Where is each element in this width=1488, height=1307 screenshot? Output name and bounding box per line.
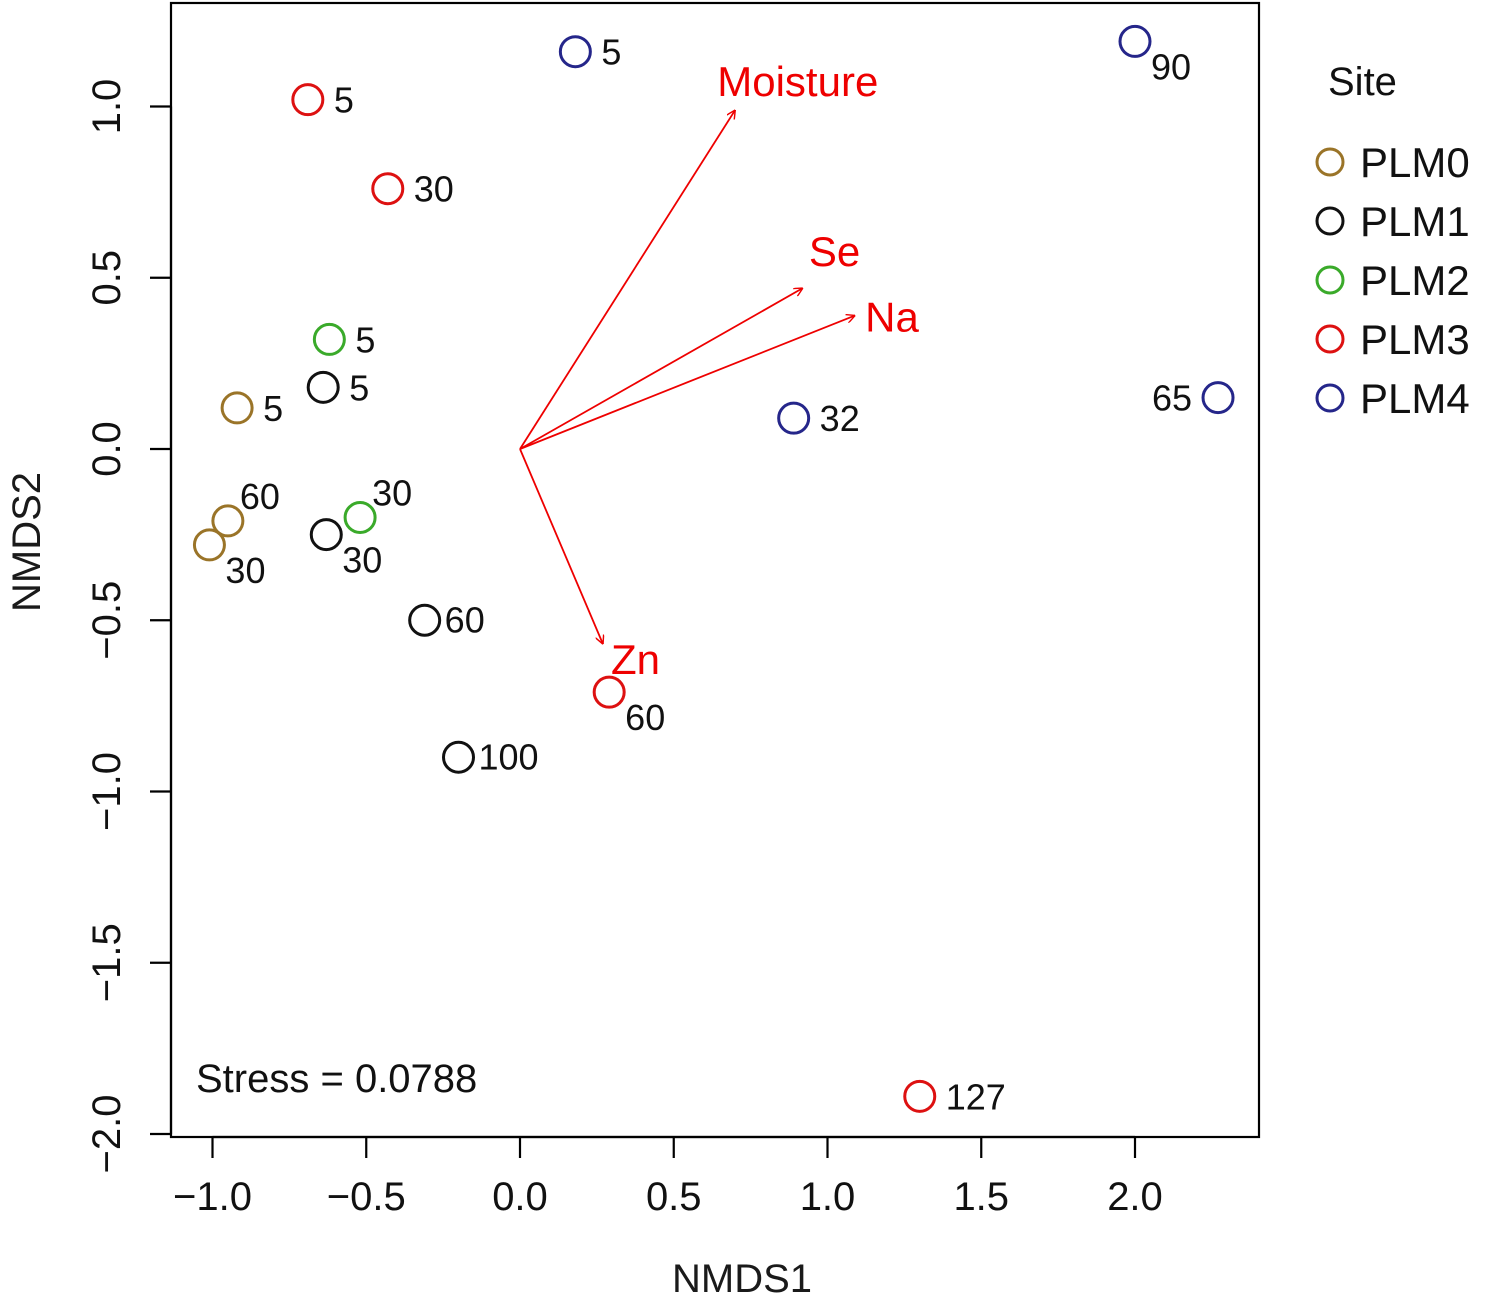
point-label: 30 xyxy=(414,169,454,210)
x-tick-label: 1.0 xyxy=(800,1175,856,1219)
point-plm0 xyxy=(220,391,254,425)
x-tick-label: 0.0 xyxy=(492,1175,548,1219)
x-axis: −1.0 −0.5 0.0 0.5 1.0 1.5 2.0 xyxy=(173,1135,1163,1219)
y-tick-label: −0.5 xyxy=(85,581,129,660)
legend-label-plm4: PLM4 xyxy=(1360,375,1470,422)
legend-label-plm3: PLM3 xyxy=(1360,316,1470,363)
legend-marker-plm3 xyxy=(1315,324,1345,354)
legend-marker-plm2 xyxy=(1315,265,1345,295)
y-tick-label: 0.0 xyxy=(85,421,129,477)
point-label: 60 xyxy=(445,599,485,640)
point-plm3 xyxy=(291,83,325,117)
point-label: 5 xyxy=(334,80,354,121)
point-plm1 xyxy=(309,518,343,552)
stress-annotation: Stress = 0.0788 xyxy=(196,1057,477,1101)
point-plm3 xyxy=(903,1079,937,1113)
point-plm3 xyxy=(371,172,405,206)
point-label: 5 xyxy=(601,32,621,73)
point-plm2 xyxy=(312,322,346,356)
vector-label-moisture: Moisture xyxy=(717,58,878,105)
legend-label-plm2: PLM2 xyxy=(1360,257,1470,304)
x-axis-label: NMDS1 xyxy=(672,1257,812,1301)
legend-marker-plm1 xyxy=(1315,206,1345,236)
legend-marker-plm4 xyxy=(1315,383,1345,413)
x-tick-label: −1.0 xyxy=(173,1175,252,1219)
vector-label-na: Na xyxy=(865,293,919,340)
point-plm1 xyxy=(442,740,475,774)
point-label: 5 xyxy=(355,319,375,360)
point-label: 30 xyxy=(372,473,412,514)
vector-arrow-moisture xyxy=(519,110,735,450)
point-label: 65 xyxy=(1152,378,1192,419)
vector-arrow-zn xyxy=(519,448,603,644)
data-points: 5 60 30 5 30 60 100 5 30 5 30 60 127 5 90 32 65 xyxy=(192,24,1235,1117)
y-axis: −2.0 −1.5 −1.0 −0.5 0.0 0.5 1.0 xyxy=(85,79,173,1174)
plot-frame xyxy=(169,1,1261,1139)
x-tick-label: −0.5 xyxy=(327,1175,406,1219)
point-plm0 xyxy=(192,528,226,562)
y-tick-label: −1.0 xyxy=(85,752,129,831)
x-tick-label: 1.5 xyxy=(953,1175,1009,1219)
point-plm1 xyxy=(408,603,442,637)
point-label: 30 xyxy=(225,550,265,591)
legend: Site PLM0 PLM1 PLM2 PLM3 PLM4 xyxy=(1315,60,1470,422)
y-tick-label: 0.5 xyxy=(85,250,129,306)
point-label: 90 xyxy=(1151,46,1191,87)
point-plm4 xyxy=(558,35,592,69)
vector-label-se: Se xyxy=(809,228,860,275)
point-label: 127 xyxy=(946,1076,1006,1117)
y-tick-label: −1.5 xyxy=(85,923,129,1002)
vector-label-zn: Zn xyxy=(611,636,660,683)
point-label: 60 xyxy=(625,697,665,738)
legend-label-plm0: PLM0 xyxy=(1360,139,1470,186)
point-plm4 xyxy=(777,401,811,435)
legend-marker-plm0 xyxy=(1315,147,1345,177)
point-plm4 xyxy=(1118,24,1152,58)
y-tick-label: −2.0 xyxy=(85,1095,129,1174)
point-label: 30 xyxy=(342,540,382,581)
vector-arrow-se xyxy=(519,288,803,450)
x-tick-label: 2.0 xyxy=(1107,1175,1163,1219)
point-plm1 xyxy=(306,370,340,404)
vector-arrow-na xyxy=(519,315,855,450)
y-tick-label: 1.0 xyxy=(85,79,129,135)
point-plm4 xyxy=(1201,381,1235,415)
point-label: 32 xyxy=(820,398,860,439)
point-label: 5 xyxy=(263,388,283,429)
y-axis-label: NMDS2 xyxy=(5,472,49,612)
legend-label-plm1: PLM1 xyxy=(1360,198,1470,245)
point-label: 5 xyxy=(349,367,369,408)
point-plm0 xyxy=(211,504,245,538)
x-tick-label: 0.5 xyxy=(646,1175,702,1219)
point-plm2 xyxy=(343,501,377,534)
point-plm3 xyxy=(592,675,626,709)
point-label: 100 xyxy=(479,736,539,777)
point-label: 60 xyxy=(240,476,280,517)
legend-title: Site xyxy=(1328,60,1397,104)
